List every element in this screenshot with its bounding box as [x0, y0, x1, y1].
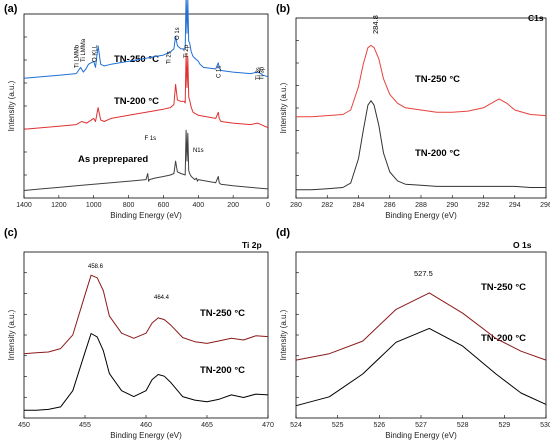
x-axis-label: Binding Energy (eV): [110, 431, 182, 440]
annotation-ti-3s: Ti 3s: [256, 67, 262, 80]
x-tick-label: 290: [446, 202, 458, 209]
x-tick-label: 1200: [51, 202, 67, 209]
annotation-ti-2s: Ti 2s: [166, 51, 172, 64]
panel-label-c: (c): [4, 227, 18, 239]
annotation-o-1s: O 1s: [175, 27, 181, 40]
y-axis-label: Intensity (a.u.): [279, 309, 288, 360]
x-tick-label: 528: [457, 422, 469, 429]
legend-c-tn200: TN-200 °C: [200, 365, 245, 376]
x-tick-label: 470: [262, 422, 274, 429]
x-tick-label: 292: [478, 202, 490, 209]
panel-label-a: (a): [4, 3, 18, 15]
y-axis-label: Intensity (a.u.): [7, 80, 16, 131]
series-line-tn-200-c: [24, 333, 269, 411]
x-axis-label: Binding Energy (eV): [385, 211, 457, 220]
series-line-tn-200-c: [295, 327, 547, 407]
panel-label-d: (d): [276, 227, 290, 239]
x-tick-label: 284: [353, 202, 365, 209]
annotation-ti-2p: Ti 2p: [184, 44, 190, 58]
x-tick-label: 527: [415, 422, 427, 429]
x-tick-label: 400: [192, 202, 204, 209]
legend-b-tn200: TN-200 °C: [415, 148, 460, 159]
series-line-tn-200-c: [296, 100, 546, 191]
x-tick-label: 530: [540, 422, 550, 429]
annotation-ti-lmmb: Ti LMMb: [74, 44, 80, 68]
annotation-ti-lmma: Ti LMMa: [81, 38, 87, 62]
x-tick-label: 465: [201, 422, 213, 429]
x-tick-label: 526: [373, 422, 385, 429]
x-tick-label: 600: [158, 202, 170, 209]
series-line-as-preprepared: [23, 129, 269, 191]
y-axis-label: Intensity (a.u.): [279, 82, 288, 133]
x-tick-label: 200: [227, 202, 239, 209]
x-tick-label: 460: [140, 422, 152, 429]
x-tick-label: 800: [123, 202, 135, 209]
legend-a-asprep: As preprepared: [78, 154, 148, 165]
x-tick-label: 450: [18, 422, 30, 429]
annotation-ti-3p: Ti 3p: [260, 66, 266, 80]
legend-b-tn250: TN-250 °C: [415, 74, 460, 85]
peak-label-b: 284.8: [371, 15, 380, 34]
x-tick-label: 529: [498, 422, 510, 429]
annotation-n1s: N1s: [193, 148, 204, 154]
annotation-c-1s: C 1s: [217, 66, 223, 78]
series-line-tn-250-c: [296, 44, 547, 118]
x-tick-label: 282: [321, 202, 333, 209]
series-line-tn-250-c: [23, 274, 269, 355]
x-tick-label: 294: [509, 202, 521, 209]
annotation-f-1s: F 1s: [145, 136, 157, 142]
legend-d-tn200: TN-200 °C: [481, 333, 526, 344]
annotation-o-kll: O KLL: [92, 44, 98, 62]
x-tick-label: 524: [290, 422, 302, 429]
x-tick-label: 296: [540, 202, 550, 209]
plot-frame-2: [295, 17, 547, 199]
plot-frame-3: [23, 251, 269, 419]
plot-layer: 1400 1200 1000 800 600 400 200 0 Binding Energy …: [7, 0, 550, 440]
series-line-tn-250-c: [295, 292, 547, 361]
panel-label-b: (b): [276, 3, 290, 15]
legend-a-tn200: TN-200 °C: [114, 96, 159, 107]
panel-title-d: O 1s: [513, 240, 532, 250]
legend-c-tn250: TN-250 °C: [200, 308, 245, 319]
x-axis-label: Binding Energy (eV): [385, 431, 457, 440]
series-line-tn-200-c: [23, 53, 269, 130]
peak-label-c-1: 458.6: [88, 264, 104, 270]
y-axis-label: Intensity (a.u.): [7, 309, 16, 360]
x-tick-label: 1000: [86, 202, 102, 209]
peak-label-c-2: 464.4: [154, 295, 170, 301]
x-tick-label: 1400: [16, 202, 32, 209]
x-tick-label: 286: [384, 202, 396, 209]
legend-d-tn250: TN-250 °C: [481, 282, 526, 293]
x-tick-label: 280: [290, 202, 302, 209]
x-tick-label: 525: [332, 422, 344, 429]
panel-title-c: Ti 2p: [242, 240, 262, 250]
peak-label-d: 527.5: [414, 269, 433, 278]
x-tick-label: 0: [266, 202, 270, 209]
x-tick-label: 288: [415, 202, 427, 209]
x-axis-label: Binding Energy (eV): [110, 211, 182, 220]
x-tick-label: 455: [79, 422, 91, 429]
series-line-tn-250-c: [23, 0, 269, 79]
